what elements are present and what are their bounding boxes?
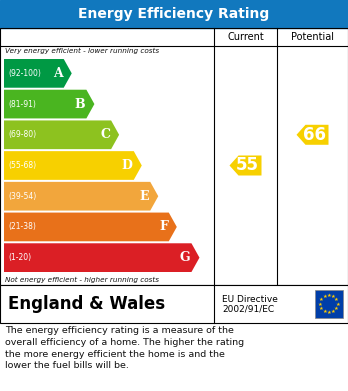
Polygon shape (296, 125, 329, 145)
Text: The energy efficiency rating is a measure of the
overall efficiency of a home. T: The energy efficiency rating is a measur… (5, 326, 244, 370)
Text: ★: ★ (334, 297, 339, 302)
Text: ★: ★ (334, 306, 339, 311)
Text: (92-100): (92-100) (8, 69, 41, 78)
Text: (1-20): (1-20) (8, 253, 31, 262)
Polygon shape (229, 156, 261, 176)
Text: ★: ★ (322, 309, 327, 314)
Text: E: E (140, 190, 149, 203)
Polygon shape (4, 151, 142, 180)
Text: ★: ★ (335, 301, 340, 307)
Text: ★: ★ (319, 297, 324, 302)
Text: EU Directive: EU Directive (222, 294, 278, 303)
Text: Very energy efficient - lower running costs: Very energy efficient - lower running co… (5, 48, 159, 54)
Text: ★: ★ (319, 306, 324, 311)
Text: Energy Efficiency Rating: Energy Efficiency Rating (78, 7, 270, 21)
Bar (0, 285, 348, 323)
Text: ★: ★ (327, 293, 331, 298)
Text: Potential: Potential (291, 32, 334, 42)
Text: ★: ★ (327, 310, 331, 315)
Text: ★: ★ (331, 294, 336, 299)
Text: ★: ★ (318, 301, 323, 307)
Text: 2002/91/EC: 2002/91/EC (222, 305, 274, 314)
Text: ★: ★ (322, 294, 327, 299)
Polygon shape (4, 90, 94, 118)
Text: A: A (53, 67, 63, 80)
Text: C: C (100, 128, 110, 141)
Text: (39-54): (39-54) (8, 192, 36, 201)
Text: 55: 55 (236, 156, 259, 174)
Text: (69-80): (69-80) (8, 130, 36, 139)
Polygon shape (4, 182, 158, 211)
Bar (0, 0, 348, 28)
Polygon shape (4, 243, 199, 272)
Text: Not energy efficient - higher running costs: Not energy efficient - higher running co… (5, 277, 159, 283)
Text: Current: Current (227, 32, 264, 42)
Polygon shape (4, 120, 119, 149)
Text: 66: 66 (303, 126, 326, 144)
Text: England & Wales: England & Wales (8, 295, 165, 313)
Text: G: G (180, 251, 190, 264)
FancyBboxPatch shape (315, 290, 343, 318)
Text: (21-38): (21-38) (8, 222, 36, 231)
Text: (55-68): (55-68) (8, 161, 36, 170)
Text: F: F (159, 221, 168, 233)
Text: ★: ★ (331, 309, 336, 314)
Polygon shape (4, 213, 177, 241)
Polygon shape (4, 59, 72, 88)
Text: B: B (75, 98, 85, 111)
Bar (0, 28, 348, 285)
Text: (81-91): (81-91) (8, 100, 36, 109)
Text: D: D (122, 159, 133, 172)
